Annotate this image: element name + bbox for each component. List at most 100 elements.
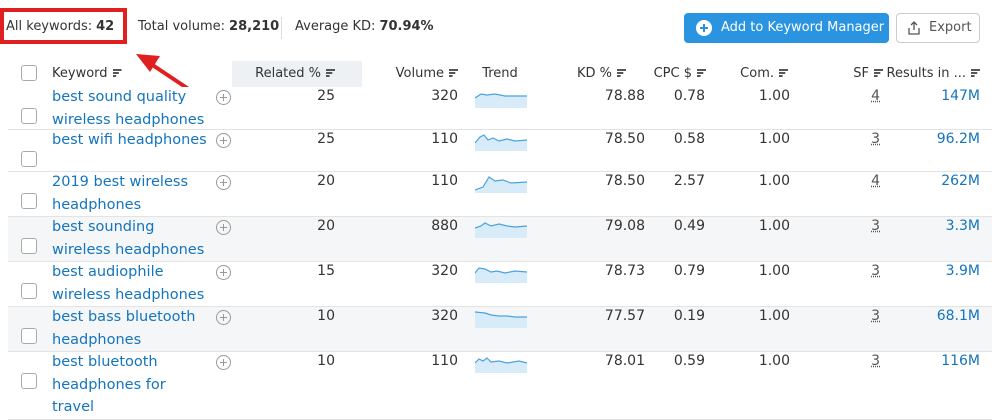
keyword-difficulty: 78.73 xyxy=(604,263,645,279)
volume: 320 xyxy=(431,88,458,104)
volume: 110 xyxy=(431,353,458,369)
competition: 1.00 xyxy=(758,173,790,189)
trend-sparkline xyxy=(475,134,528,151)
keyword-link[interactable]: best sound quality wireless headphones xyxy=(52,89,205,128)
separator xyxy=(281,17,282,39)
results-link[interactable]: 68.1M xyxy=(936,308,980,324)
summary-value: 70.94% xyxy=(379,19,434,34)
volume: 880 xyxy=(431,218,458,234)
keyword-link[interactable]: best wifi headphones xyxy=(52,132,207,148)
competition: 1.00 xyxy=(758,88,790,104)
row-checkbox[interactable] xyxy=(21,373,37,389)
keyword-link[interactable]: 2019 best wireless headphones xyxy=(52,174,188,213)
keyword-difficulty: 78.01 xyxy=(604,353,645,369)
volume: 110 xyxy=(431,173,458,189)
related-percent: 15 xyxy=(317,263,335,279)
summary-item: Total volume: 28,210 xyxy=(138,19,279,34)
export-button[interactable]: Export xyxy=(896,13,980,43)
table-row xyxy=(8,307,992,352)
trend-sparkline xyxy=(475,267,528,283)
trend-sparkline xyxy=(475,311,527,328)
cpc: 0.59 xyxy=(673,353,705,369)
row-checkbox[interactable] xyxy=(21,151,37,167)
column-header[interactable]: Volume xyxy=(328,66,458,81)
row-checkbox[interactable] xyxy=(21,108,37,124)
summary-label: Average KD: xyxy=(295,19,376,34)
competition: 1.00 xyxy=(758,131,790,147)
keyword-link[interactable]: best audiophile wireless headphones xyxy=(52,264,205,303)
results-link[interactable]: 116M xyxy=(941,353,980,369)
column-header[interactable]: Results in ... xyxy=(850,66,980,81)
cpc: 0.78 xyxy=(673,88,705,104)
trend-sparkline xyxy=(475,176,528,193)
row-checkbox[interactable] xyxy=(21,283,37,299)
cpc: 0.19 xyxy=(673,308,705,324)
table-row xyxy=(8,262,992,307)
table-row xyxy=(8,130,992,172)
results-link[interactable]: 3.9M xyxy=(945,263,980,279)
competition: 1.00 xyxy=(758,218,790,234)
trend-sparkline xyxy=(475,222,528,238)
keyword-difficulty: 78.50 xyxy=(604,173,645,189)
keyword-link[interactable]: best bluetooth headphones for travel xyxy=(52,354,166,415)
add-keyword-icon[interactable] xyxy=(216,220,231,235)
summary-label: All keywords: xyxy=(6,19,93,34)
add-keyword-icon[interactable] xyxy=(216,265,231,280)
add-keyword-icon[interactable] xyxy=(216,355,231,370)
row-checkbox[interactable] xyxy=(21,238,37,254)
related-percent: 10 xyxy=(317,353,335,369)
keyword-difficulty: 78.50 xyxy=(604,131,645,147)
related-percent: 10 xyxy=(317,308,335,324)
related-percent: 25 xyxy=(317,88,335,104)
keyword-link[interactable]: best sounding wireless headphones xyxy=(52,219,205,258)
add-to-keyword-manager-button[interactable]: Add to Keyword Manager xyxy=(684,13,889,43)
results-link[interactable]: 96.2M xyxy=(936,131,980,147)
column-header[interactable]: Keyword xyxy=(52,66,122,81)
serp-features: 3 xyxy=(871,308,880,324)
add-keyword-icon[interactable] xyxy=(216,175,231,190)
keyword-difficulty: 78.88 xyxy=(604,88,645,104)
results-link[interactable]: 147M xyxy=(941,88,980,104)
serp-features: 3 xyxy=(871,263,880,279)
related-percent: 20 xyxy=(317,173,335,189)
add-keyword-icon[interactable] xyxy=(216,310,231,325)
cpc: 0.79 xyxy=(673,263,705,279)
button-label: Export xyxy=(929,20,972,35)
select-all-checkbox[interactable] xyxy=(21,65,37,81)
table-row xyxy=(8,87,992,130)
cpc: 2.57 xyxy=(673,173,705,189)
summary-value: 28,210 xyxy=(229,19,280,34)
add-keyword-icon[interactable] xyxy=(216,90,231,105)
row-checkbox[interactable] xyxy=(21,328,37,344)
serp-features: 3 xyxy=(871,218,880,234)
results-link[interactable]: 262M xyxy=(941,173,980,189)
export-icon xyxy=(908,21,920,35)
highlight-box xyxy=(0,8,127,44)
summary-value: 42 xyxy=(96,19,115,34)
column-header[interactable]: Related % xyxy=(205,66,335,81)
keyword-link[interactable]: best bass bluetooth headphones xyxy=(52,309,196,348)
serp-features: 3 xyxy=(871,353,880,369)
keyword-difficulty: 77.57 xyxy=(604,308,645,324)
serp-features: 3 xyxy=(871,131,880,147)
competition: 1.00 xyxy=(758,263,790,279)
related-percent: 25 xyxy=(317,131,335,147)
cpc: 0.49 xyxy=(673,218,705,234)
plus-icon xyxy=(696,20,712,36)
trend-sparkline xyxy=(475,93,527,108)
summary-item: All keywords: 42 xyxy=(6,19,114,34)
serp-features: 4 xyxy=(871,173,880,189)
add-keyword-icon[interactable] xyxy=(216,133,231,148)
summary-item: Average KD: 70.94% xyxy=(295,19,434,34)
volume: 110 xyxy=(431,131,458,147)
row-checkbox[interactable] xyxy=(21,193,37,209)
related-percent: 20 xyxy=(317,218,335,234)
volume: 320 xyxy=(431,263,458,279)
volume: 320 xyxy=(431,308,458,324)
keyword-difficulty: 79.08 xyxy=(604,218,645,234)
results-link[interactable]: 3.3M xyxy=(945,218,980,234)
trend-sparkline xyxy=(475,357,528,373)
competition: 1.00 xyxy=(758,353,790,369)
table-row xyxy=(8,172,992,217)
